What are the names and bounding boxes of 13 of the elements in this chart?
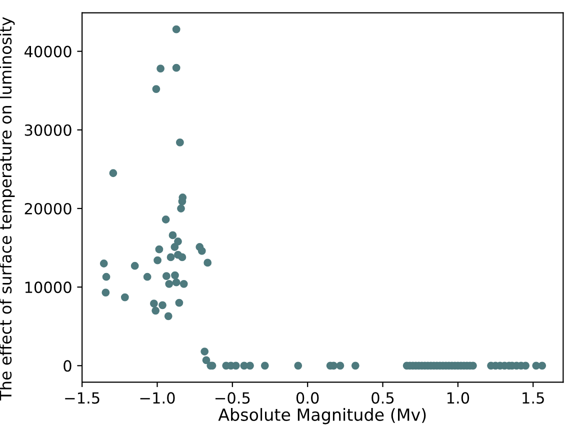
y-tick-label: 10000 bbox=[25, 282, 72, 294]
x-tick-label: 0.5 bbox=[372, 392, 394, 404]
y-tick-label: 20000 bbox=[24, 202, 72, 215]
x-tick-label: 0.0 bbox=[296, 392, 319, 404]
x-tick-label: −1.5 bbox=[65, 392, 100, 404]
x-tick-label: −0.5 bbox=[215, 392, 250, 404]
y-tick-label: 40000 bbox=[24, 46, 72, 58]
x-axis-title: Absolute Magnitude (Mv) bbox=[218, 408, 426, 424]
x-tick-label: 1.5 bbox=[522, 392, 544, 404]
y-tick-label: 0 bbox=[64, 360, 72, 372]
x-tick-label: 1.0 bbox=[447, 392, 470, 404]
x-tick-label: −1.0 bbox=[140, 392, 175, 404]
y-tick-label: 30000 bbox=[24, 124, 72, 136]
